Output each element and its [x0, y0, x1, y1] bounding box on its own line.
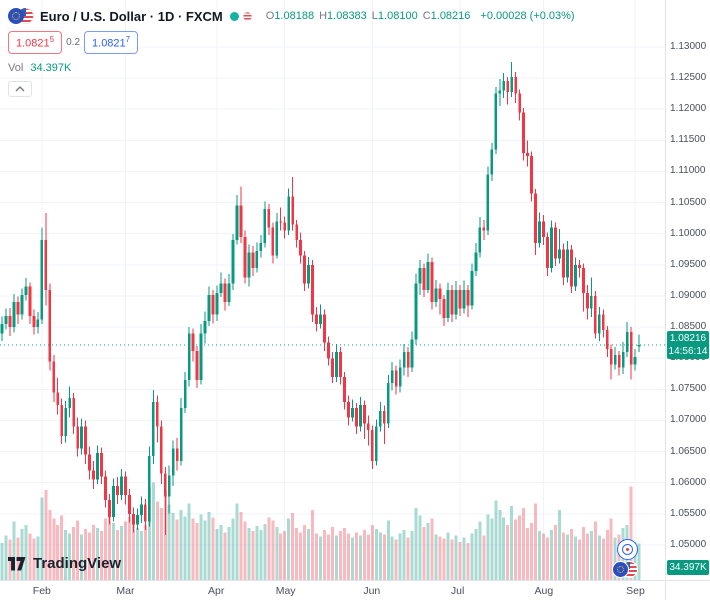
low-value: 1.08100	[377, 10, 418, 22]
price-tick-label: 1.09000	[670, 289, 707, 301]
high-label: H	[319, 10, 328, 22]
volume-axis-label: 34.397K	[667, 560, 709, 575]
ohlc-values: O 1.08188 H 1.08383 L 1.08100 C 1.08216	[261, 10, 471, 22]
time-tick-label: Jun	[363, 585, 381, 597]
us-stripes-icon	[242, 11, 252, 21]
price-tick-label: 1.07000	[670, 414, 707, 426]
price-tick-label: 1.10000	[670, 227, 707, 239]
buy-quote-button[interactable]: 1.08217	[84, 31, 139, 54]
open-value: 1.08188	[274, 10, 315, 22]
price-tick-label: 1.09500	[670, 258, 707, 270]
eu-flag-icon	[8, 8, 24, 24]
price-tick-label: 1.06000	[670, 476, 707, 488]
high-value: 1.08383	[327, 10, 367, 22]
legend: Euro / U.S. Dollar · 1D · FXCM O 1.08188 …	[8, 7, 575, 97]
last-price-label: 1.08216 14:56:14	[667, 330, 709, 359]
brand-name: TradingView	[33, 555, 122, 572]
time-tick-label: Apr	[208, 585, 225, 597]
price-tick-label: 1.05000	[670, 538, 707, 550]
volume-value: 34.397K	[30, 61, 72, 74]
price-tick-label: 1.05500	[670, 507, 707, 519]
instrument-flags-badge	[613, 562, 637, 577]
candlestick-chart-canvas[interactable]	[0, 0, 665, 580]
low-label: L	[371, 10, 378, 22]
bid-ask-row: 1.08215 0.2 1.08217	[8, 31, 575, 54]
time-tick-label: May	[275, 585, 296, 597]
price-tick-label: 1.11000	[670, 165, 706, 177]
price-tick-label: 1.12000	[670, 103, 707, 115]
time-axis[interactable]: Feb Mar Apr May Jun Jul Aug Sep	[0, 580, 665, 600]
close-label: C	[422, 10, 431, 22]
time-tick-label: Jul	[450, 585, 465, 597]
chart-pane: Euro / U.S. Dollar · 1D · FXCM O 1.08188 …	[0, 0, 665, 580]
go-to-realtime-button[interactable]	[617, 539, 638, 560]
price-tick-label: 1.13000	[670, 40, 707, 52]
price-tick-label: 1.08500	[670, 321, 707, 333]
volume-label: Vol	[8, 61, 24, 74]
price-tick-label: 1.10500	[670, 196, 707, 208]
instrument-flag-pair	[8, 8, 34, 24]
time-tick-label: Mar	[116, 585, 135, 597]
axis-corner	[665, 580, 710, 600]
price-tick-label: 1.06500	[670, 445, 707, 457]
symbol-title[interactable]: Euro / U.S. Dollar · 1D · FXCM	[40, 8, 223, 24]
market-status-dot-icon	[229, 11, 239, 21]
target-icon	[622, 544, 633, 555]
time-tick-label: Feb	[32, 585, 51, 597]
tradingview-logo-icon	[8, 556, 26, 570]
last-price-value: 1.08216	[669, 332, 707, 344]
spread-value: 0.2	[66, 36, 81, 48]
countdown-timer: 14:56:14	[668, 345, 708, 357]
price-axis[interactable]: 1.08216 14:56:14 34.397K 1.13000 1.12500 1…	[665, 0, 710, 580]
sell-quote-button[interactable]: 1.08215	[8, 31, 63, 54]
change-value: +0.00028 (+0.03%)	[480, 10, 575, 22]
tradingview-logo[interactable]: TradingView	[8, 555, 121, 572]
time-tick-label: Sep	[626, 585, 645, 597]
price-tick-label: 1.12500	[670, 72, 707, 84]
close-value: 1.08216	[430, 10, 471, 22]
legend-main-row: Euro / U.S. Dollar · 1D · FXCM O 1.08188 …	[8, 7, 575, 25]
price-tick-label: 1.07500	[670, 383, 707, 395]
collapse-legend-button[interactable]	[8, 80, 32, 97]
eu-mini-flag-icon	[613, 562, 628, 577]
time-tick-label: Aug	[534, 585, 554, 597]
chevron-up-icon	[15, 85, 25, 92]
price-tick-label: 1.11500	[670, 134, 706, 146]
volume-legend-row: Vol 34.397K	[8, 62, 575, 74]
open-label: O	[265, 10, 275, 22]
